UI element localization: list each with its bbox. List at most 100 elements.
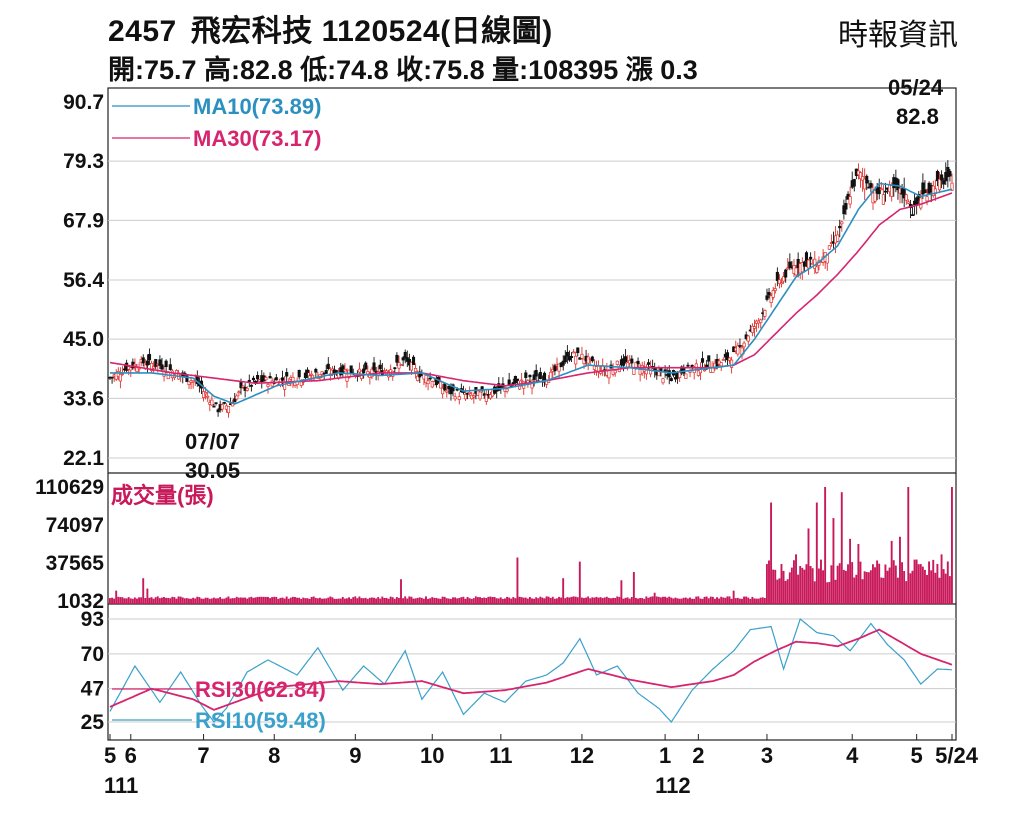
x-tick-label: 5/24 [935,743,979,768]
volume-bar [449,598,452,604]
volume-bar [730,598,733,604]
volume-bar [641,598,644,604]
volume-bar [543,598,546,604]
volume-bar [944,573,947,604]
volume-bar [470,598,473,604]
volume-bar [672,598,675,604]
candle-body [721,359,725,361]
candle-body [883,190,888,193]
volume-bar [204,597,207,604]
volume-bar [689,597,691,604]
volume-bar [501,598,504,604]
volume-bar [447,598,450,604]
volume-bar [267,596,269,604]
volume-bar [643,598,646,604]
volume-bar [948,576,951,604]
volume-bar [391,597,394,604]
candle-body [453,396,457,400]
candle-body [212,405,216,408]
candle-body [896,179,900,191]
x-year-label: 112 [655,773,691,798]
volume-title: 成交量(張) [111,483,214,508]
x-tick-label: 2 [692,743,704,768]
volume-bar [474,596,477,604]
candle-body [646,362,651,365]
volume-bar [851,562,854,604]
candle-body [752,326,757,329]
volume-bar [165,597,168,604]
candle-body [852,179,856,187]
volume-bar [541,597,544,604]
candle-body [505,388,509,392]
candle-body [468,391,472,395]
candle-body [249,384,253,387]
candle-body [806,259,811,269]
candle-body [567,355,572,361]
candle-body [765,295,769,300]
low-date-annotation: 07/07 [185,429,240,454]
candle-body [210,399,214,406]
volume-bar [610,598,612,604]
volume-bar [849,538,852,604]
volume-bar [300,598,303,604]
candle-body [314,368,318,373]
volume-bar [379,598,382,604]
volume-bar [512,597,515,604]
candle-body [700,358,705,363]
volume-bar [799,566,802,604]
volume-bar [316,598,319,604]
volume-bars [109,487,953,604]
volume-bar [838,563,841,604]
volume-bar [659,597,662,604]
volume-bar [433,597,436,604]
volume-bar [801,567,804,604]
volume-bar [668,596,671,604]
volume-bar [747,597,750,604]
price-y-tick: 22.1 [63,447,104,470]
candle-body [152,366,156,369]
volume-bar [210,598,213,604]
volume-bar [291,596,294,604]
volume-bar [734,598,737,604]
volume-bar [942,569,945,604]
x-tick-label: 4 [846,743,859,768]
legend-ma30: MA30(73.17) [193,126,321,151]
volume-bar [593,597,596,604]
volume-bar [583,598,585,604]
volume-bar [857,544,860,604]
volume-bar [487,596,490,604]
volume-bar [531,598,533,604]
volume-bar [269,598,271,604]
candle-body [399,364,403,366]
candle-body [607,370,611,379]
candle-body [256,375,260,380]
volume-bar [310,596,313,604]
volume-bar [466,596,469,604]
volume-bar [289,597,292,604]
volume-bar [233,598,236,604]
candle-body [185,375,189,382]
candle-body [245,388,249,391]
candle-body [786,267,790,270]
candle-body [542,372,547,381]
volume-bar [333,598,336,604]
candle-body [235,395,239,400]
volume-bar [483,597,486,604]
volume-bar [709,596,712,604]
candle-body [844,203,848,210]
volume-bar [695,596,698,604]
candle-body [187,381,191,385]
chart-title: 2457 飛宏科技 1120524(日線圖) [108,6,553,50]
candle-body [804,252,809,262]
volume-bar [356,598,359,604]
volume-bar [348,597,350,604]
volume-bar [395,597,398,604]
volume-bar [684,597,687,604]
volume-bar [934,572,937,604]
candle-body [463,394,468,400]
candle-body [441,387,445,395]
candle-body [915,197,919,205]
rsi-panel: 93 70 47 25 RSI30(62.84) RSI10(59.48) [81,608,956,734]
volume-bar [628,598,631,604]
volume-bar [784,580,787,604]
